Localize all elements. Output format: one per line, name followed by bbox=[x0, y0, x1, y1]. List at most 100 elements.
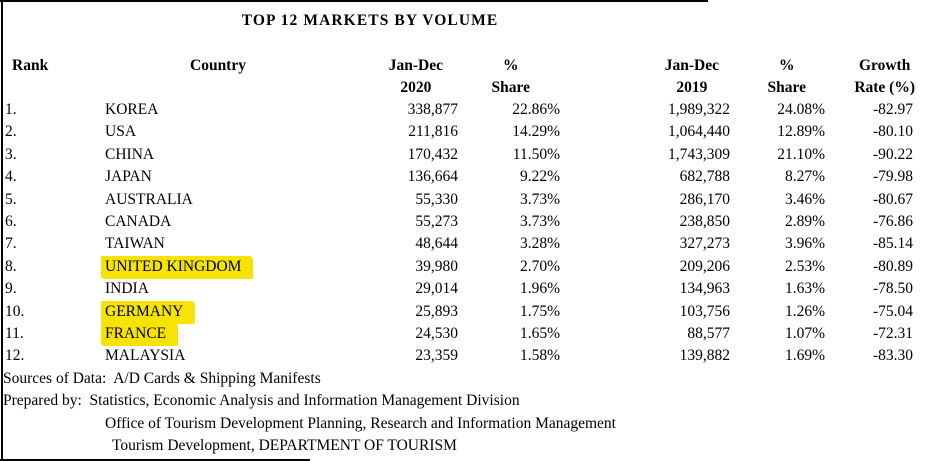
header-jandec-2020-line2: 2020 bbox=[400, 78, 432, 96]
rank-cell: 7. bbox=[5, 235, 17, 253]
country-name: FRANCE bbox=[101, 322, 179, 347]
report-title: TOP 12 MARKETS BY VOLUME bbox=[241, 12, 499, 29]
table-row: 1. KOREA 338,877 22.86% 1,989,322 24.08%… bbox=[0, 99, 920, 121]
header-rank: Rank bbox=[12, 57, 49, 74]
share-2020-cell: 1.75% bbox=[519, 302, 560, 320]
header-jandec-2020: Jan-Dec 2020 bbox=[300, 55, 458, 98]
country-name: UNITED KINGDOM bbox=[101, 255, 254, 280]
share-2020-cell: 14.29% bbox=[512, 123, 560, 141]
country-name: GERMANY bbox=[101, 300, 196, 324]
table-header-row: Rank Country Jan-Dec 2020 % Share Jan-De… bbox=[0, 55, 920, 98]
share-2020-cell: 3.73% bbox=[519, 190, 560, 208]
share-2020-cell: 1.58% bbox=[519, 347, 560, 365]
share-2020-cell: 3.73% bbox=[519, 212, 560, 230]
footer-division-line: Tourism Development, DEPARTMENT OF TOURI… bbox=[112, 437, 457, 455]
country-name: AUSTRALIA bbox=[105, 190, 193, 208]
volume-2019-cell: 238,850 bbox=[679, 212, 730, 230]
growth-rate-cell: -76.86 bbox=[872, 212, 913, 230]
growth-rate-cell: -82.97 bbox=[872, 101, 913, 118]
rank-cell: 5. bbox=[5, 190, 17, 208]
header-country: Country bbox=[190, 57, 246, 74]
volume-2019-cell: 682,788 bbox=[679, 168, 730, 186]
volume-2020-cell: 338,877 bbox=[407, 101, 458, 118]
rank-cell: 1. bbox=[5, 101, 17, 118]
volume-2019-cell: 1,064,440 bbox=[668, 123, 730, 141]
header-jandec-2019: Jan-Dec 2019 bbox=[560, 55, 730, 98]
country-cell: CANADA bbox=[100, 211, 300, 233]
rank-cell: 2. bbox=[5, 123, 17, 141]
country-cell: JAPAN bbox=[100, 166, 300, 188]
country-name: CHINA bbox=[105, 145, 155, 163]
volume-2020-cell: 23,359 bbox=[415, 347, 458, 365]
country-cell: MALAYSIA bbox=[100, 345, 300, 367]
country-cell: TAIWAN bbox=[100, 233, 300, 255]
country-name: JAPAN bbox=[105, 168, 152, 186]
volume-2020-cell: 136,664 bbox=[407, 168, 458, 186]
share-2020-cell: 1.65% bbox=[519, 324, 560, 342]
country-cell: FRANCE bbox=[100, 322, 300, 347]
table-row: 5. AUSTRALIA 55,330 3.73% 286,170 3.46% … bbox=[0, 189, 920, 211]
table-row: 11. FRANCE 24,530 1.65% 88,577 1.07% -72… bbox=[0, 322, 920, 347]
share-2020-cell: 9.22% bbox=[519, 168, 560, 186]
volume-2020-cell: 55,273 bbox=[415, 212, 458, 230]
rank-cell: 3. bbox=[5, 145, 17, 163]
country-cell: CHINA bbox=[100, 144, 300, 166]
country-name: KOREA bbox=[105, 101, 159, 118]
footer-office-line: Office of Tourism Development Planning, … bbox=[105, 414, 616, 432]
header-share-2019-line1: % bbox=[779, 57, 795, 74]
header-jandec-2019-line1: Jan-Dec bbox=[664, 57, 719, 74]
volume-2019-cell: 209,206 bbox=[679, 257, 730, 275]
rank-cell: 10. bbox=[5, 302, 25, 320]
table-row: 9. INDIA 29,014 1.96% 134,963 1.63% -78.… bbox=[0, 278, 920, 300]
table-row: 2. USA 211,816 14.29% 1,064,440 12.89% -… bbox=[0, 121, 920, 143]
share-2019-cell: 2.89% bbox=[784, 212, 825, 230]
country-cell: KOREA bbox=[100, 99, 300, 121]
share-2019-cell: 1.07% bbox=[784, 324, 825, 342]
growth-rate-cell: -85.14 bbox=[872, 235, 913, 253]
volume-2020-cell: 48,644 bbox=[415, 235, 458, 253]
growth-rate-cell: -75.04 bbox=[872, 302, 913, 320]
table-row: 12. MALAYSIA 23,359 1.58% 139,882 1.69% … bbox=[0, 345, 920, 367]
rank-cell: 6. bbox=[5, 212, 17, 230]
rank-cell: 9. bbox=[5, 280, 17, 298]
header-share-2020-line1: % bbox=[503, 57, 519, 74]
growth-rate-cell: -80.67 bbox=[872, 190, 913, 208]
table-row: 4. JAPAN 136,664 9.22% 682,788 8.27% -79… bbox=[0, 166, 920, 188]
growth-rate-cell: -90.22 bbox=[872, 145, 913, 163]
volume-2020-cell: 211,816 bbox=[408, 123, 458, 141]
volume-2020-cell: 170,432 bbox=[407, 145, 458, 163]
header-growth-rate: Growth Rate (%) bbox=[825, 55, 920, 98]
footer-sources-line: Sources of Data: A/D Cards & Shipping Ma… bbox=[3, 370, 321, 387]
country-cell: UNITED KINGDOM bbox=[100, 255, 300, 280]
country-cell: AUSTRALIA bbox=[100, 189, 300, 211]
share-2020-cell: 22.86% bbox=[512, 101, 560, 118]
growth-rate-cell: -72.31 bbox=[872, 324, 913, 342]
country-name: USA bbox=[105, 123, 137, 141]
rank-cell: 8. bbox=[5, 257, 17, 275]
volume-2020-cell: 25,893 bbox=[415, 302, 458, 320]
header-share-2020-line2: Share bbox=[491, 78, 530, 96]
footer-prepared-line: Prepared by: Statistics, Economic Analys… bbox=[3, 392, 520, 410]
growth-rate-cell: -80.89 bbox=[872, 257, 913, 275]
table-row: 10. GERMANY 25,893 1.75% 103,756 1.26% -… bbox=[0, 300, 920, 324]
share-2019-cell: 1.63% bbox=[784, 280, 825, 298]
share-2019-cell: 3.46% bbox=[784, 190, 825, 208]
growth-rate-cell: -78.50 bbox=[872, 280, 913, 298]
report-footer: Sources of Data: A/D Cards & Shipping Ma… bbox=[0, 368, 940, 458]
page-top-border-line bbox=[0, 0, 708, 2]
header-share-2020: % Share bbox=[458, 55, 560, 98]
rank-cell: 12. bbox=[5, 347, 25, 365]
share-2019-cell: 3.96% bbox=[784, 235, 825, 253]
volume-2019-cell: 1,989,322 bbox=[668, 101, 730, 118]
header-jandec-2020-line1: Jan-Dec bbox=[388, 57, 443, 74]
header-growth-line2: Rate (%) bbox=[854, 78, 915, 96]
share-2019-cell: 8.27% bbox=[784, 168, 825, 186]
page-left-border-line bbox=[1, 0, 3, 461]
share-2019-cell: 1.69% bbox=[784, 347, 825, 365]
volume-2019-cell: 327,273 bbox=[679, 235, 730, 253]
country-cell: INDIA bbox=[100, 278, 300, 300]
volume-2019-cell: 103,756 bbox=[679, 302, 730, 320]
rank-cell: 4. bbox=[5, 168, 17, 186]
share-2020-cell: 2.70% bbox=[519, 257, 560, 275]
